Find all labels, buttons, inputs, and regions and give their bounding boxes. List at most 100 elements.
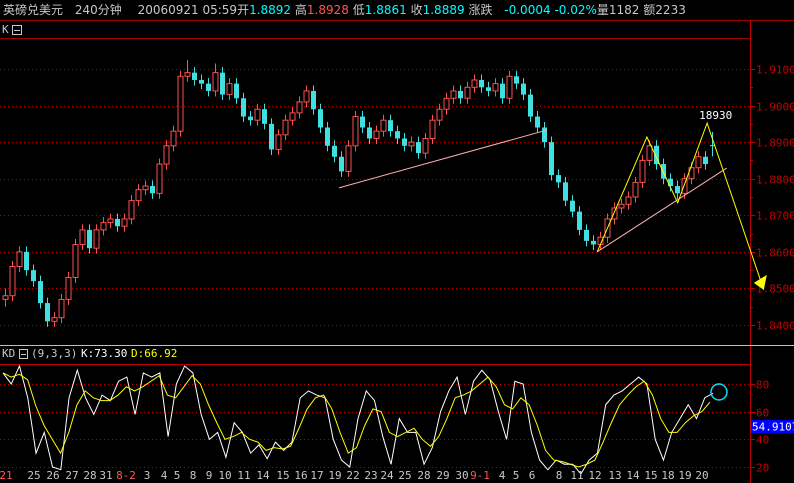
candle bbox=[681, 178, 688, 194]
candle bbox=[408, 141, 415, 147]
candle bbox=[668, 178, 673, 187]
date-label: 14 bbox=[626, 469, 640, 482]
kd-panel-collapse-button[interactable] bbox=[19, 349, 28, 359]
candle bbox=[542, 127, 547, 143]
date-label: 10 bbox=[218, 469, 231, 482]
candle bbox=[422, 137, 429, 154]
date-label: 18 bbox=[661, 469, 674, 482]
kd-panel-label: KD bbox=[2, 347, 15, 360]
zigzag-line bbox=[596, 121, 765, 291]
date-label: 25 bbox=[27, 469, 40, 482]
candle bbox=[388, 120, 393, 132]
candle bbox=[100, 222, 107, 231]
low-value: 1.8861 bbox=[364, 3, 407, 17]
date-label: 15 bbox=[644, 469, 657, 482]
period: 240分钟 bbox=[74, 3, 122, 17]
date-label: 5 bbox=[513, 469, 520, 482]
candle bbox=[549, 142, 554, 176]
k-panel-collapse-button[interactable] bbox=[12, 25, 22, 35]
d-line bbox=[2, 372, 711, 468]
date-label: 23 bbox=[364, 469, 377, 482]
candle bbox=[646, 145, 653, 161]
candle bbox=[199, 79, 204, 84]
candle bbox=[654, 145, 659, 165]
price-tick-label: 1.8400 bbox=[756, 320, 794, 333]
date-label: 26 bbox=[46, 469, 59, 482]
candle bbox=[479, 79, 484, 88]
price-tick-label: 1.9000 bbox=[756, 101, 794, 114]
date-label: 13 bbox=[608, 469, 621, 482]
low-label: 低 bbox=[352, 3, 365, 17]
candle bbox=[506, 75, 513, 99]
kd-tick-label: 40 bbox=[756, 434, 769, 447]
price-grid bbox=[0, 69, 750, 326]
candle bbox=[156, 163, 163, 194]
kd-current-value: 54.9107 bbox=[752, 421, 794, 434]
datetime: 20060921 05:59 bbox=[137, 3, 238, 17]
kd-params: (9,3,3) bbox=[31, 347, 77, 360]
candle bbox=[464, 86, 471, 99]
d-value-label: D:66.92 bbox=[131, 347, 177, 360]
candle bbox=[65, 276, 72, 300]
date-label: 11 bbox=[570, 469, 583, 482]
date-label: 21 bbox=[0, 469, 13, 482]
kd-tick-label: 60 bbox=[756, 407, 769, 420]
date-label: 5 bbox=[174, 469, 181, 482]
chart-frame bbox=[0, 20, 794, 483]
kd-tick-label: 20 bbox=[756, 462, 769, 475]
candle bbox=[367, 127, 372, 139]
candle bbox=[632, 181, 639, 198]
candle bbox=[115, 218, 120, 227]
date-label: 29 bbox=[436, 469, 449, 482]
candle bbox=[58, 298, 65, 319]
amount-label: 额 bbox=[643, 3, 656, 17]
candle bbox=[416, 142, 421, 154]
candle bbox=[79, 229, 86, 246]
date-label: 27 bbox=[65, 469, 78, 482]
candle bbox=[269, 123, 274, 150]
date-label: 30 bbox=[455, 469, 468, 482]
date-label: 31 bbox=[99, 469, 112, 482]
date-label: 19 bbox=[328, 469, 341, 482]
candle bbox=[303, 90, 310, 103]
amount-value: 2233 bbox=[655, 3, 686, 17]
quote-header: 英磅兑美元 240分钟 20060921 05:59开1.8892 高1.892… bbox=[0, 0, 794, 20]
k-value-label: K:73.30 bbox=[81, 347, 127, 360]
open-value: 1.8892 bbox=[249, 3, 292, 17]
candle bbox=[170, 130, 177, 147]
candle bbox=[93, 229, 100, 249]
volume-label: 量 bbox=[596, 3, 609, 17]
candle bbox=[45, 303, 50, 322]
kd-lines bbox=[2, 364, 714, 475]
candle bbox=[521, 83, 526, 95]
kd-axis: 20 40 60 80 bbox=[750, 379, 769, 475]
candle bbox=[296, 101, 303, 114]
date-label: 6 bbox=[529, 469, 536, 482]
candle bbox=[2, 295, 9, 300]
high-label: 高 bbox=[294, 3, 307, 17]
candle bbox=[275, 134, 282, 150]
candle bbox=[429, 119, 436, 139]
candle bbox=[248, 116, 253, 121]
candle bbox=[528, 94, 533, 117]
date-label: 8-2 bbox=[116, 469, 136, 482]
date-axis: 21 25 26 27 28 31 8-2 3 4 5 8 9 10 11 14 15 16 17 19 22 23 24… bbox=[0, 469, 709, 482]
candle bbox=[695, 156, 702, 169]
high-value: 1.8928 bbox=[306, 3, 349, 17]
date-label: 22 bbox=[346, 469, 359, 482]
candle bbox=[450, 90, 457, 99]
date-label: 9 bbox=[206, 469, 213, 482]
candle bbox=[625, 196, 632, 205]
k-panel-label: K bbox=[2, 23, 9, 36]
candle bbox=[220, 72, 225, 95]
trendlines bbox=[338, 121, 767, 291]
candle bbox=[107, 218, 114, 224]
candle bbox=[584, 229, 589, 241]
candle bbox=[135, 189, 142, 202]
date-label: 20 bbox=[695, 469, 708, 482]
date-label: 24 bbox=[380, 469, 394, 482]
close-label: 收 bbox=[410, 3, 423, 17]
date-label: 28 bbox=[417, 469, 430, 482]
candle bbox=[443, 97, 450, 110]
